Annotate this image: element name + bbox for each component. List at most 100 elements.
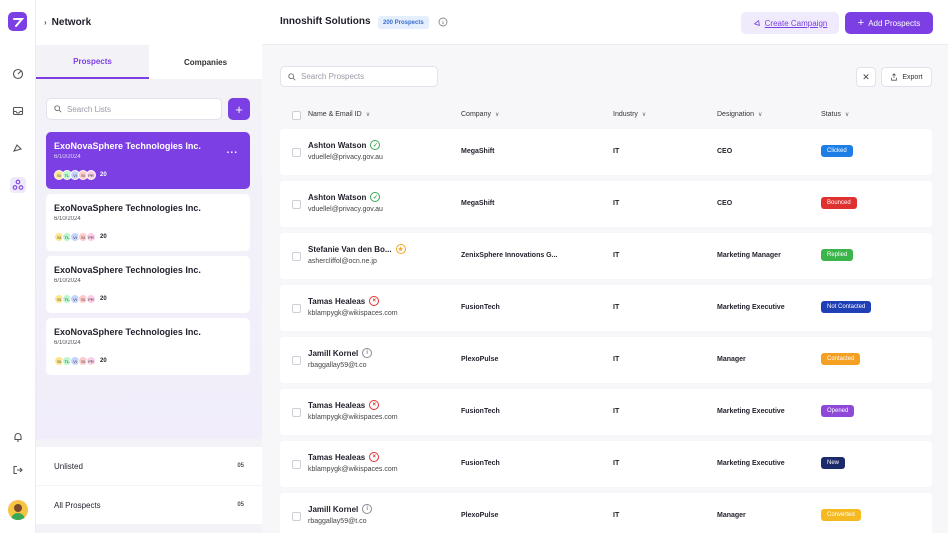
add-list-button[interactable]: + — [228, 98, 250, 120]
search-icon — [288, 72, 296, 81]
star-status-icon: ★ — [395, 244, 406, 254]
chevron-down-icon: ∨ — [365, 112, 371, 118]
status-badge[interactable]: Bounced — [821, 197, 857, 209]
status-badge[interactable]: Contacted — [821, 353, 861, 365]
table-row[interactable]: Tamas Healeas × kblampygk@wikispaces.com Fu… — [280, 389, 932, 435]
all-prospects-label: All Prospects — [54, 500, 101, 510]
industry-cell: IT — [613, 148, 620, 155]
user-avatar[interactable] — [8, 500, 28, 520]
select-all-checkbox[interactable] — [292, 111, 301, 120]
chevron-right-icon[interactable]: › — [44, 18, 47, 27]
prospect-name-text: Stefanie Van den Bo... — [308, 244, 392, 254]
list-item-2[interactable]: ExoNovaSphere Technologies Inc. 6/10/202… — [46, 256, 250, 313]
prospect-name: Tamas Healeas × — [308, 400, 380, 410]
column-header-industry[interactable]: Industry ∨ — [613, 111, 646, 118]
app-logo-icon[interactable] — [8, 12, 27, 31]
company-cell: MegaShift — [461, 200, 495, 207]
designation-cell: Manager — [717, 356, 746, 363]
list-search-placeholder: Search Lists — [67, 104, 112, 114]
close-icon[interactable]: ✕ — [856, 67, 876, 87]
row-checkbox[interactable] — [292, 356, 301, 365]
column-header-status[interactable]: Status ∨ — [821, 111, 849, 118]
table-row[interactable]: Jamill Kornel i rbaggallay59@t.co PlexoPuls… — [280, 337, 932, 383]
prospect-name-text: Ashton Watson — [308, 140, 367, 150]
top-bar: Innoshift Solutions 200 Prospects Create… — [262, 0, 948, 45]
designation-cell: Marketing Executive — [717, 460, 785, 467]
row-checkbox[interactable] — [292, 148, 301, 157]
search-icon — [54, 105, 62, 113]
table-row[interactable]: Jamill Kornel i rbaggallay59@t.co PlexoPuls… — [280, 493, 932, 533]
industry-cell: IT — [613, 408, 620, 415]
list-item-1[interactable]: ExoNovaSphere Technologies Inc. 6/10/202… — [46, 194, 250, 251]
notification-bell-icon[interactable] — [10, 429, 26, 445]
search-prospects-input[interactable]: Search Prospects — [280, 66, 438, 87]
table-row[interactable]: Ashton Watson ✓ vduellel@privacy.gov.au Meg… — [280, 181, 932, 227]
prospect-name: Ashton Watson ✓ — [308, 192, 381, 202]
inbox-icon[interactable] — [10, 103, 26, 119]
unlisted-item[interactable]: Unlisted 05 — [36, 447, 262, 485]
status-badge[interactable]: Clicked — [821, 145, 853, 157]
lists-panel: › Network Prospects Companies Search Lis… — [36, 0, 262, 533]
list-item-3[interactable]: ExoNovaSphere Technologies Inc. 6/10/202… — [46, 318, 250, 375]
prospect-name: Jamill Kornel i — [308, 348, 373, 358]
network-icon[interactable] — [10, 177, 26, 193]
megaphone-icon — [753, 19, 760, 26]
company-cell: FusionTech — [461, 460, 500, 467]
row-checkbox[interactable] — [292, 200, 301, 209]
chevron-down-icon: ∨ — [757, 112, 763, 118]
icon-rail — [0, 0, 36, 533]
prospect-name-text: Tamas Healeas — [308, 400, 366, 410]
designation-cell: Marketing Executive — [717, 408, 785, 415]
x-status-icon: × — [369, 452, 380, 462]
page-title: Innoshift Solutions — [280, 16, 371, 27]
create-campaign-button[interactable]: Create Campaign — [741, 12, 839, 34]
prospect-email: rbaggallay59@t.co — [308, 362, 367, 369]
table-row[interactable]: Tamas Healeas × kblampygk@wikispaces.com Fu… — [280, 441, 932, 487]
row-checkbox[interactable] — [292, 252, 301, 261]
unlisted-count: 05 — [237, 463, 244, 469]
info-icon[interactable] — [438, 17, 448, 27]
more-options-icon[interactable]: ... — [226, 145, 238, 156]
column-header-company[interactable]: Company ∨ — [461, 111, 499, 118]
column-label: Company — [461, 111, 491, 118]
designation-cell: CEO — [717, 200, 733, 207]
table-row[interactable]: Ashton Watson ✓ vduellel@privacy.gov.au Meg… — [280, 129, 932, 175]
campaign-icon[interactable] — [10, 140, 26, 156]
status-badge[interactable]: Converted — [821, 509, 861, 521]
prospect-email: kblampygk@wikispaces.com — [308, 414, 398, 421]
table-row[interactable]: Tamas Healeas × kblampygk@wikispaces.com Fu… — [280, 285, 932, 331]
list-name: ExoNovaSphere Technologies Inc. — [54, 265, 201, 275]
list-count: 20 — [100, 358, 107, 364]
status-badge[interactable]: Replied — [821, 249, 854, 261]
prospect-name: Ashton Watson ✓ — [308, 140, 381, 150]
dashboard-icon[interactable] — [10, 66, 26, 82]
column-header-name[interactable]: Name & Email ID ∨ — [308, 111, 370, 118]
export-button[interactable]: Export — [881, 67, 932, 87]
status-badge[interactable]: New — [821, 457, 846, 469]
row-checkbox[interactable] — [292, 460, 301, 469]
x-status-icon: × — [369, 296, 380, 306]
tab-prospects[interactable]: Prospects — [36, 45, 149, 79]
row-checkbox[interactable] — [292, 408, 301, 417]
status-badge[interactable]: Not Contacted — [821, 301, 872, 313]
column-header-designation[interactable]: Designation ∨ — [717, 111, 762, 118]
prospect-name: Tamas Healeas × — [308, 296, 380, 306]
status-badge[interactable]: Opened — [821, 405, 855, 417]
prospect-email: ashercliffol@ocn.ne.jp — [308, 258, 377, 265]
list-count: 20 — [100, 172, 107, 178]
row-checkbox[interactable] — [292, 304, 301, 313]
list-item-0[interactable]: ExoNovaSphere Technologies Inc. 6/10/202… — [46, 132, 250, 189]
list-search-input[interactable]: Search Lists — [46, 98, 222, 120]
unlisted-label: Unlisted — [54, 461, 83, 471]
x-status-icon: × — [369, 400, 380, 410]
row-checkbox[interactable] — [292, 512, 301, 521]
tab-companies[interactable]: Companies — [149, 45, 262, 79]
add-prospects-button[interactable]: + Add Prospects — [845, 12, 933, 34]
table-row[interactable]: Stefanie Van den Bo... ★ ashercliffol@ocn.… — [280, 233, 932, 279]
check-status-icon: ✓ — [370, 140, 381, 150]
owner-chips: SI TL VI SI PR 20 — [54, 232, 107, 242]
prospect-email: rbaggallay59@t.co — [308, 518, 367, 525]
logout-icon[interactable] — [10, 462, 26, 478]
all-prospects-item[interactable]: All Prospects 05 — [36, 486, 262, 524]
column-label: Designation — [717, 111, 754, 118]
